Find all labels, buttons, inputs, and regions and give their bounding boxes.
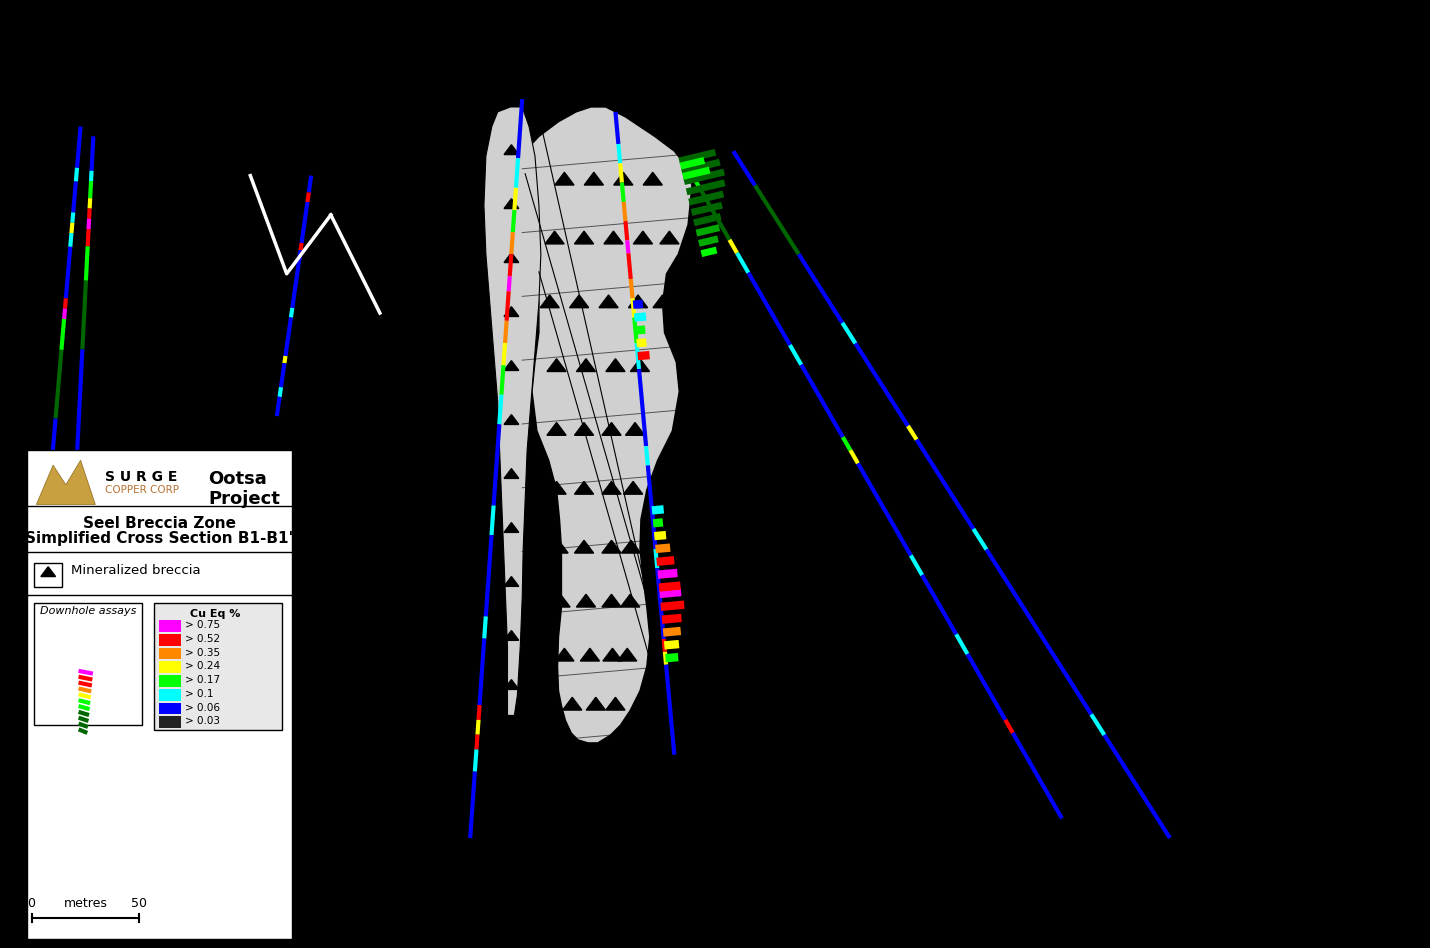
Polygon shape xyxy=(575,231,593,244)
Bar xyxy=(159,702,180,715)
Bar xyxy=(159,647,180,660)
Polygon shape xyxy=(562,698,582,710)
Bar xyxy=(154,603,282,730)
Polygon shape xyxy=(518,107,692,743)
Polygon shape xyxy=(503,199,519,209)
Polygon shape xyxy=(36,461,96,504)
Polygon shape xyxy=(555,173,573,185)
Polygon shape xyxy=(548,358,566,372)
Text: > 0.35: > 0.35 xyxy=(184,647,220,658)
Polygon shape xyxy=(628,295,648,308)
Polygon shape xyxy=(586,698,605,710)
Bar xyxy=(34,603,143,725)
Polygon shape xyxy=(548,482,566,494)
Polygon shape xyxy=(602,423,621,435)
Polygon shape xyxy=(503,253,519,263)
Text: Ootsa: Ootsa xyxy=(209,470,267,488)
Polygon shape xyxy=(618,648,636,661)
Bar xyxy=(159,675,180,687)
Polygon shape xyxy=(548,423,566,435)
Polygon shape xyxy=(602,594,621,607)
Bar xyxy=(34,563,61,587)
Polygon shape xyxy=(483,107,541,716)
Polygon shape xyxy=(602,540,621,553)
Polygon shape xyxy=(602,482,621,494)
Polygon shape xyxy=(603,648,622,661)
Bar xyxy=(159,620,180,632)
Polygon shape xyxy=(503,414,519,425)
Bar xyxy=(159,717,180,728)
Polygon shape xyxy=(613,173,633,185)
Polygon shape xyxy=(659,231,679,244)
Polygon shape xyxy=(581,648,599,661)
Polygon shape xyxy=(606,358,625,372)
Text: > 0.03: > 0.03 xyxy=(184,717,220,726)
Polygon shape xyxy=(575,482,593,494)
Bar xyxy=(27,450,292,939)
Text: 50: 50 xyxy=(132,897,147,910)
Text: > 0.52: > 0.52 xyxy=(184,634,220,644)
Polygon shape xyxy=(549,540,568,553)
Polygon shape xyxy=(503,522,519,533)
Text: > 0.06: > 0.06 xyxy=(184,702,220,713)
Text: > 0.75: > 0.75 xyxy=(184,620,220,630)
Polygon shape xyxy=(633,231,652,244)
Polygon shape xyxy=(555,648,573,661)
Text: metres: metres xyxy=(63,897,107,910)
Polygon shape xyxy=(576,594,595,607)
Polygon shape xyxy=(545,231,565,244)
Polygon shape xyxy=(551,594,571,607)
Polygon shape xyxy=(569,295,589,308)
Polygon shape xyxy=(621,594,639,607)
Text: Project: Project xyxy=(209,490,280,508)
Polygon shape xyxy=(503,468,519,479)
Polygon shape xyxy=(603,231,623,244)
Text: Downhole assays: Downhole assays xyxy=(40,606,137,615)
Polygon shape xyxy=(503,145,519,155)
Polygon shape xyxy=(575,540,593,553)
Bar xyxy=(159,662,180,673)
Polygon shape xyxy=(622,540,641,553)
Text: Mineralized breccia: Mineralized breccia xyxy=(70,564,200,576)
Polygon shape xyxy=(575,423,593,435)
Text: Simplified Cross Section B1-B1': Simplified Cross Section B1-B1' xyxy=(24,531,293,546)
Polygon shape xyxy=(585,173,603,185)
Polygon shape xyxy=(654,295,672,308)
Polygon shape xyxy=(503,630,519,640)
Polygon shape xyxy=(503,360,519,371)
Polygon shape xyxy=(606,698,625,710)
Text: S U R G E: S U R G E xyxy=(106,470,177,484)
Bar xyxy=(159,689,180,701)
Text: > 0.17: > 0.17 xyxy=(184,675,220,685)
Polygon shape xyxy=(623,482,642,494)
Polygon shape xyxy=(503,306,519,317)
Bar xyxy=(159,634,180,646)
Polygon shape xyxy=(625,423,645,435)
Polygon shape xyxy=(576,358,595,372)
Polygon shape xyxy=(599,295,618,308)
Text: 0: 0 xyxy=(27,897,36,910)
Polygon shape xyxy=(41,567,56,576)
Polygon shape xyxy=(503,680,519,689)
Text: > 0.1: > 0.1 xyxy=(184,689,213,699)
Text: Seel Breccia Zone: Seel Breccia Zone xyxy=(83,517,236,531)
Text: > 0.24: > 0.24 xyxy=(184,662,220,671)
Polygon shape xyxy=(644,173,662,185)
Polygon shape xyxy=(541,295,559,308)
Polygon shape xyxy=(631,358,649,372)
Text: Cu Eq %: Cu Eq % xyxy=(190,610,240,619)
Polygon shape xyxy=(503,576,519,587)
Text: COPPER CORP: COPPER CORP xyxy=(106,484,179,495)
